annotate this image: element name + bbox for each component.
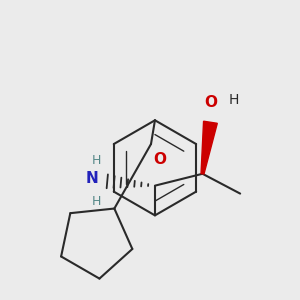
Text: H: H [92, 195, 101, 208]
Text: N: N [86, 171, 98, 186]
Polygon shape [201, 121, 217, 174]
Text: H: H [92, 154, 101, 167]
Text: O: O [204, 95, 217, 110]
Text: H: H [228, 94, 239, 107]
Text: O: O [153, 152, 166, 167]
